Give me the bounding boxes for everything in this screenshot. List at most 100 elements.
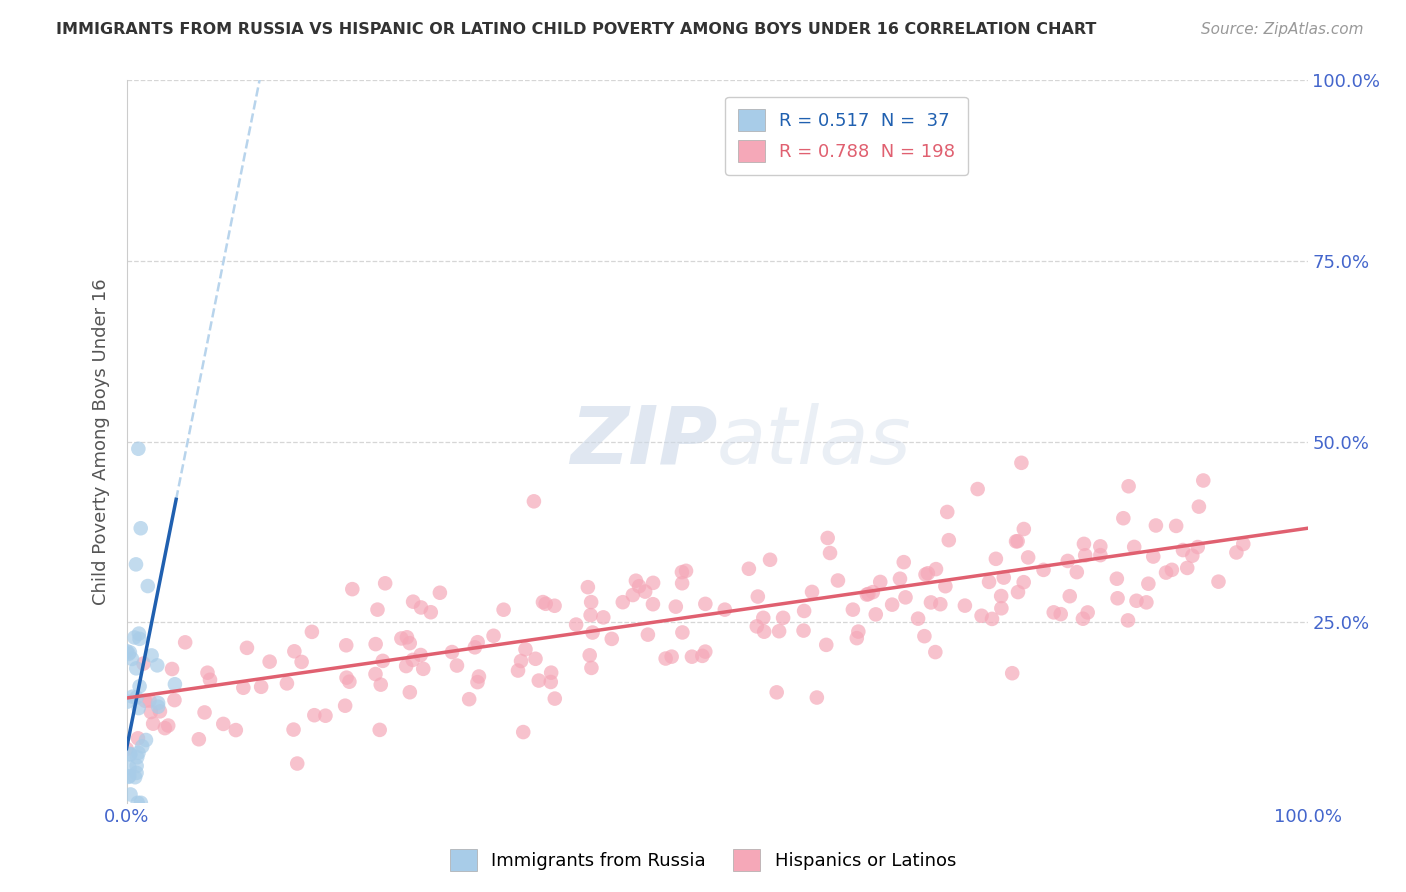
Point <box>1187 540 1209 554</box>
Point <box>893 555 915 569</box>
Point <box>1125 594 1147 608</box>
Point <box>578 648 600 663</box>
Point <box>894 591 917 605</box>
Point <box>765 685 787 699</box>
Point <box>467 635 489 649</box>
Text: Source: ZipAtlas.com: Source: ZipAtlas.com <box>1201 22 1364 37</box>
Point <box>125 759 148 773</box>
Point <box>458 692 481 706</box>
Point <box>793 604 815 618</box>
Point <box>846 624 869 639</box>
Point <box>1090 539 1112 553</box>
Point <box>907 612 929 626</box>
Point <box>540 675 562 690</box>
Point <box>335 638 357 652</box>
Point <box>127 796 149 810</box>
Point <box>389 632 412 646</box>
Point <box>134 694 156 708</box>
Point <box>115 742 138 756</box>
Point <box>929 597 952 611</box>
Point <box>129 521 152 535</box>
Point <box>370 678 392 692</box>
Point <box>250 680 273 694</box>
Point <box>142 716 165 731</box>
Point <box>335 671 357 685</box>
Point <box>970 608 993 623</box>
Point <box>889 572 911 586</box>
Point <box>592 610 614 624</box>
Point <box>858 587 880 601</box>
Point <box>515 642 537 657</box>
Point <box>1059 589 1081 603</box>
Point <box>1012 522 1035 536</box>
Point <box>806 690 828 705</box>
Point <box>118 761 141 775</box>
Point <box>482 629 505 643</box>
Point <box>938 533 960 548</box>
Point <box>1010 456 1032 470</box>
Point <box>747 590 769 604</box>
Point <box>882 598 904 612</box>
Point <box>120 747 142 762</box>
Point <box>1225 545 1247 559</box>
Point <box>865 607 887 622</box>
Point <box>981 612 1004 626</box>
Point <box>1154 566 1177 580</box>
Point <box>641 597 664 611</box>
Point <box>671 565 693 579</box>
Point <box>671 576 693 591</box>
Point <box>544 691 567 706</box>
Point <box>1090 548 1112 562</box>
Point <box>581 661 603 675</box>
Point <box>621 588 644 602</box>
Point <box>869 574 891 589</box>
Point <box>966 482 988 496</box>
Point <box>524 652 547 666</box>
Point <box>912 629 935 643</box>
Point <box>1166 519 1188 533</box>
Point <box>342 582 364 596</box>
Point <box>118 769 141 783</box>
Point <box>368 723 391 737</box>
Point <box>845 631 868 645</box>
Point <box>637 627 659 641</box>
Point <box>125 765 148 780</box>
Point <box>1105 572 1128 586</box>
Point <box>643 575 665 590</box>
Point <box>115 644 138 658</box>
Point <box>1232 537 1254 551</box>
Point <box>409 600 432 615</box>
Point <box>409 648 432 662</box>
Point <box>993 571 1015 585</box>
Point <box>818 546 841 560</box>
Point <box>276 676 298 690</box>
Point <box>671 625 693 640</box>
Point <box>581 625 603 640</box>
Point <box>120 747 142 761</box>
Point <box>138 693 160 707</box>
Point <box>1192 474 1215 488</box>
Point <box>984 551 1007 566</box>
Point <box>146 699 169 714</box>
Point <box>624 574 647 588</box>
Point <box>634 584 657 599</box>
Point <box>543 599 565 613</box>
Point <box>118 647 141 661</box>
Point <box>925 562 948 576</box>
Text: IMMIGRANTS FROM RUSSIA VS HISPANIC OR LATINO CHILD POVERTY AMONG BOYS UNDER 16 C: IMMIGRANTS FROM RUSSIA VS HISPANIC OR LA… <box>56 22 1097 37</box>
Point <box>977 574 1000 589</box>
Point <box>565 617 588 632</box>
Text: atlas: atlas <box>717 402 912 481</box>
Point <box>118 645 141 659</box>
Point <box>1012 575 1035 590</box>
Point <box>128 701 150 715</box>
Point <box>291 655 314 669</box>
Point <box>132 657 155 671</box>
Point <box>1049 607 1071 621</box>
Point <box>259 655 281 669</box>
Point <box>1005 534 1028 549</box>
Point <box>752 624 775 639</box>
Point <box>1073 537 1095 551</box>
Point <box>1118 479 1140 493</box>
Point <box>665 599 688 614</box>
